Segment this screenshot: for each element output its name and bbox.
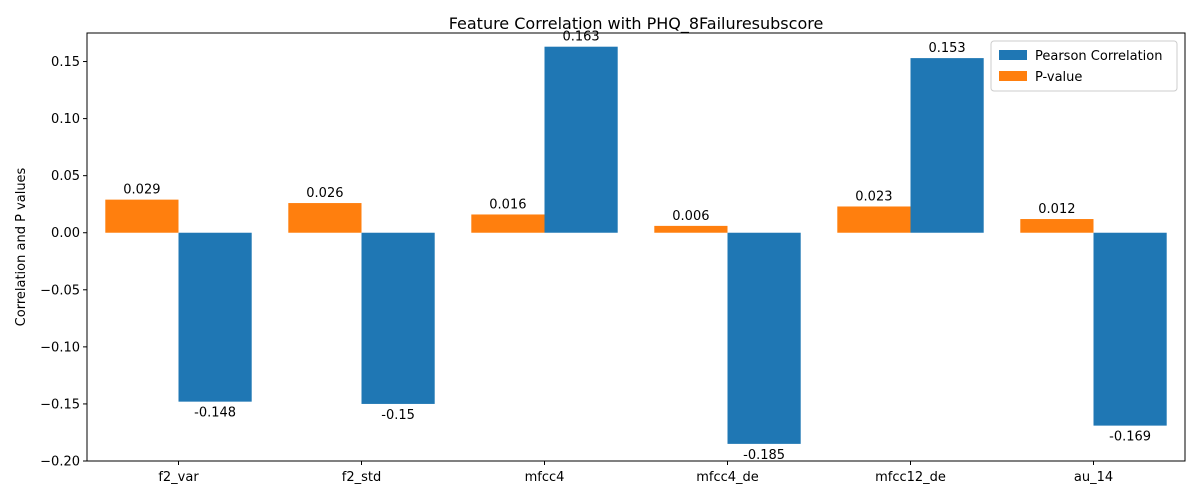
legend-swatch-pearson-correlation [999, 50, 1027, 60]
bar-p-value-f2-var [105, 199, 179, 233]
data-label-p-value-f2-var: 0.029 [123, 183, 160, 198]
x-tick-label-au-14: au_14 [1074, 470, 1113, 485]
x-tick-label-f2-var: f2_var [158, 470, 199, 485]
data-label-p-value-au-14: 0.012 [1038, 202, 1075, 217]
data-label-pearson-correlation-mfcc4-de: -0.185 [743, 448, 785, 463]
legend: Pearson Correlation P-value [990, 40, 1178, 92]
x-tick-label-mfcc4-de: mfcc4_de [696, 470, 759, 485]
bar-p-value-f2-std [288, 203, 362, 233]
legend-box [990, 40, 1178, 92]
y-tick-label: 0.15 [51, 55, 80, 70]
y-tick-label: −0.20 [40, 455, 80, 470]
data-labels-layer: 0.029 -0.148 0.026 -0.15 0.016 0.163 0.006 -0.1… [123, 30, 1151, 463]
y-axis: −0.20 −0.15 −0.10 −0.05 0.00 0.05 0.10 0.15 [40, 55, 87, 470]
bar-pearson-correlation-mfcc4-de [727, 232, 801, 444]
bars-layer [105, 46, 1167, 444]
chart-title: Feature Correlation with PHQ_8Failuresub… [449, 14, 824, 34]
bar-pearson-correlation-f2-std [361, 232, 435, 404]
bar-pearson-correlation-f2-var [178, 232, 252, 402]
data-label-pearson-correlation-mfcc4: 0.163 [562, 30, 599, 45]
bar-p-value-au-14 [1020, 219, 1094, 233]
legend-label-pearson-correlation: Pearson Correlation [1035, 49, 1162, 64]
y-tick-label: −0.15 [40, 397, 80, 412]
data-label-pearson-correlation-au-14: -0.169 [1109, 430, 1151, 445]
bar-p-value-mfcc12-de [837, 206, 911, 233]
data-label-p-value-mfcc4-de: 0.006 [672, 209, 709, 224]
legend-label-p-value: P-value [1035, 70, 1082, 85]
data-label-pearson-correlation-f2-std: -0.15 [381, 408, 415, 423]
x-tick-label-mfcc12-de: mfcc12_de [875, 470, 946, 485]
y-tick-label: −0.05 [40, 283, 80, 298]
data-label-pearson-correlation-f2-var: -0.148 [194, 406, 236, 421]
bar-p-value-mfcc4-de [654, 225, 728, 233]
data-label-p-value-f2-std: 0.026 [306, 186, 343, 201]
x-tick-label-f2-std: f2_std [342, 470, 381, 485]
legend-swatch-p-value [999, 71, 1027, 81]
plot-frame [86, 32, 1186, 462]
bar-pearson-correlation-mfcc12-de [910, 58, 984, 233]
bar-pearson-correlation-mfcc4 [544, 46, 618, 233]
y-tick-label: 0.10 [51, 112, 80, 127]
y-tick-label: 0.05 [51, 169, 80, 184]
y-axis-label: Correlation and P values [14, 167, 29, 326]
bar-p-value-mfcc4 [471, 214, 545, 233]
x-axis: f2_var f2_std mfcc4 mfcc4_de mfcc12_de au_14 [158, 461, 1113, 485]
bar-pearson-correlation-au-14 [1093, 232, 1167, 426]
data-label-p-value-mfcc12-de: 0.023 [855, 189, 892, 204]
x-tick-label-mfcc4: mfcc4 [525, 470, 565, 485]
data-label-pearson-correlation-mfcc12-de: 0.153 [928, 41, 965, 56]
y-tick-label: 0.00 [51, 226, 80, 241]
data-label-p-value-mfcc4: 0.016 [489, 197, 526, 212]
y-tick-label: −0.10 [40, 340, 80, 355]
